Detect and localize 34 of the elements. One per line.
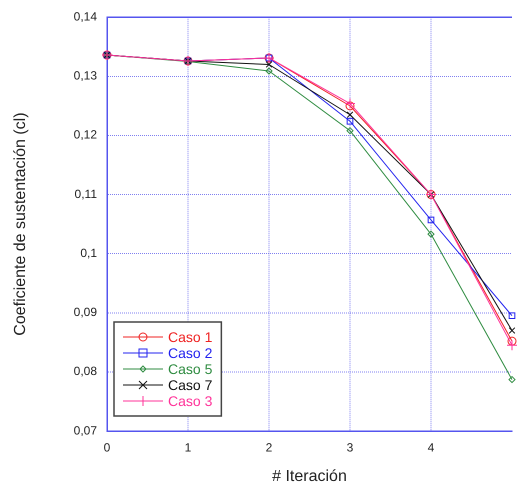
point	[346, 111, 354, 118]
point	[346, 101, 354, 110]
legend-label: Caso 5	[168, 360, 213, 377]
point	[506, 340, 518, 351]
x-tick-label: 0	[104, 440, 111, 455]
point	[508, 336, 516, 346]
point	[428, 230, 434, 238]
point	[508, 376, 516, 384]
y-tick-label: 0,12	[74, 128, 98, 142]
legend-label: Caso 3	[168, 392, 213, 409]
x-tick-label: 2	[266, 440, 273, 455]
y-tick-label: 0,14	[74, 10, 98, 24]
legend-label: Caso 7	[168, 376, 213, 393]
point	[346, 118, 354, 125]
point	[508, 327, 516, 334]
legend-label: Caso 1	[168, 328, 213, 345]
point	[346, 127, 354, 134]
point	[266, 61, 272, 68]
point	[266, 67, 272, 74]
point	[508, 312, 516, 320]
y-tick-label: 0,1	[80, 246, 98, 260]
x-axis-title: # Iteración	[272, 468, 347, 485]
x-tick-label: 1	[184, 440, 192, 455]
y-tick-label: 0,09	[74, 305, 98, 320]
y-tick-label: 0,08	[74, 364, 98, 378]
point	[428, 216, 434, 224]
x-tick-label: 3	[346, 440, 354, 455]
y-tick-label: 0,07	[74, 423, 98, 438]
point	[344, 98, 356, 110]
x-tick-label: 4	[428, 440, 435, 455]
y-tick-label: 0,13	[74, 68, 98, 83]
legend-label: Caso 2	[168, 344, 213, 361]
y-tick-label: 0,11	[74, 186, 98, 201]
y-axis-title: Coeficiente de sustentación (cl)	[12, 112, 30, 336]
